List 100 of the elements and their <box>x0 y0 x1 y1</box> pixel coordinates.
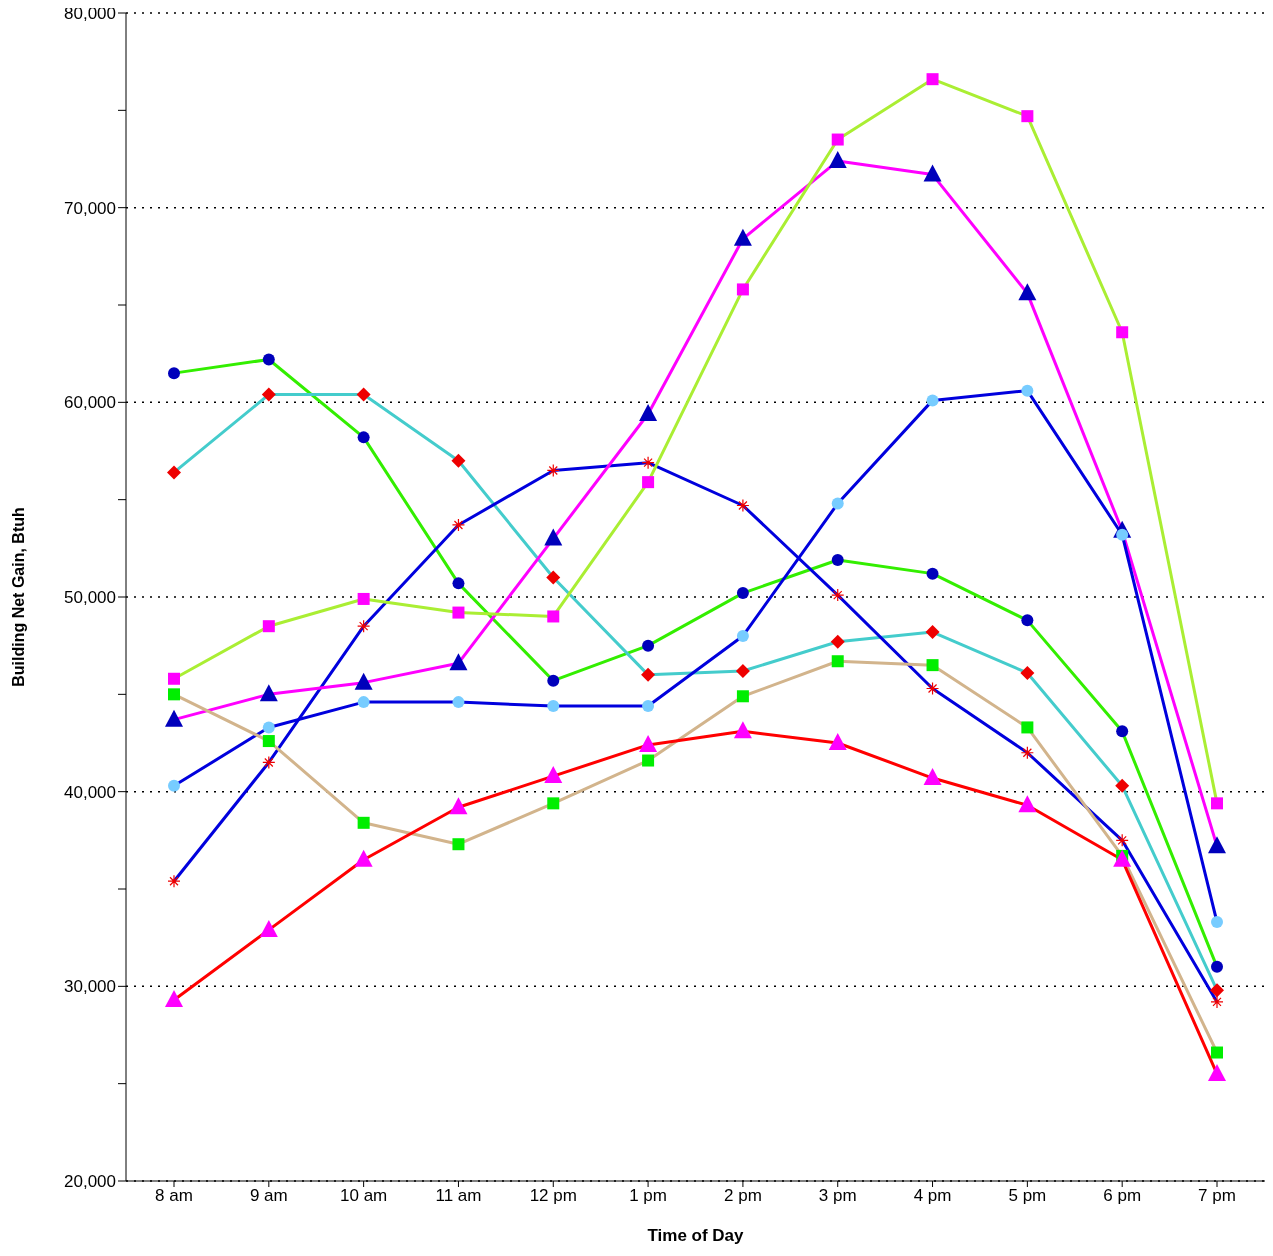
point <box>168 688 180 701</box>
point <box>547 700 560 713</box>
point <box>1116 326 1129 339</box>
point <box>261 387 276 402</box>
point <box>926 394 939 407</box>
x-tick-label: 9 am <box>249 1186 288 1206</box>
point <box>452 838 465 851</box>
y-tick-label: 60,000 <box>64 393 116 413</box>
point <box>1020 665 1035 680</box>
point <box>1211 1046 1223 1059</box>
point <box>735 663 750 678</box>
point <box>451 453 466 468</box>
point <box>639 734 658 752</box>
y-axis-title: Building Net Gain, Btuh <box>9 507 27 687</box>
point <box>736 587 749 600</box>
point <box>736 690 749 703</box>
point <box>547 674 560 687</box>
point <box>642 700 655 713</box>
point <box>357 696 370 709</box>
point <box>1208 836 1226 854</box>
point <box>828 733 847 750</box>
y-tick-label: 40,000 <box>64 782 116 802</box>
point <box>1210 983 1224 998</box>
point <box>639 404 658 422</box>
point <box>642 754 655 767</box>
point <box>262 721 275 734</box>
point <box>357 619 371 633</box>
point <box>1115 778 1130 793</box>
x-tick-label: 8 am <box>155 1186 193 1206</box>
point <box>736 498 750 513</box>
point <box>831 497 844 510</box>
x-tick-label: 2 pm <box>724 1186 762 1206</box>
point <box>354 672 373 690</box>
point <box>547 610 560 623</box>
point <box>923 768 942 786</box>
point <box>641 456 655 470</box>
y-tick-label: 50,000 <box>64 588 116 608</box>
y-tick-label: 70,000 <box>64 198 116 218</box>
point <box>1208 1063 1226 1081</box>
point <box>449 797 468 815</box>
x-tick-label: 5 pm <box>1008 1186 1047 1206</box>
point <box>1211 960 1223 973</box>
point <box>1020 746 1034 760</box>
point <box>262 735 275 748</box>
x-tick-label: 4 pm <box>913 1186 952 1206</box>
point <box>1210 995 1224 1009</box>
point <box>1115 833 1129 847</box>
point <box>167 465 181 480</box>
point <box>926 659 939 672</box>
point <box>259 684 278 702</box>
point <box>168 672 180 685</box>
point <box>1116 725 1129 738</box>
x-tick-label: 12 pm <box>529 1186 577 1206</box>
point <box>168 367 180 380</box>
point <box>452 577 465 590</box>
point <box>168 779 180 792</box>
point <box>642 639 655 652</box>
x-tick-label: 6 pm <box>1103 1186 1142 1206</box>
x-tick-label: 11 am <box>435 1186 482 1206</box>
point <box>544 766 563 784</box>
point <box>546 570 561 585</box>
point <box>259 919 278 937</box>
point <box>357 816 370 829</box>
point <box>354 849 373 867</box>
point <box>544 528 563 546</box>
point <box>262 620 275 633</box>
point <box>736 629 749 642</box>
point <box>452 696 465 709</box>
point <box>926 567 939 580</box>
x-tick-label: 7 pm <box>1198 1186 1236 1206</box>
point <box>546 463 560 478</box>
point <box>451 518 466 532</box>
point <box>831 133 844 146</box>
point <box>165 709 183 727</box>
x-tick-label: 1 pm <box>629 1186 667 1206</box>
point <box>926 73 939 86</box>
point <box>1021 110 1034 123</box>
point <box>831 554 844 567</box>
point <box>733 721 752 739</box>
point <box>1021 721 1034 734</box>
y-tick-label: 30,000 <box>64 977 116 997</box>
x-tick-label: 3 pm <box>818 1186 857 1206</box>
point <box>1021 384 1034 397</box>
point <box>357 431 370 444</box>
x-axis-title: Time of Day <box>647 1226 745 1245</box>
point <box>262 353 275 366</box>
point <box>1018 283 1037 301</box>
point <box>736 283 749 296</box>
point <box>165 989 183 1007</box>
point <box>1211 797 1223 810</box>
point <box>1113 849 1132 867</box>
point <box>925 681 940 696</box>
point <box>1018 795 1037 813</box>
point <box>1211 916 1223 929</box>
point <box>357 592 370 605</box>
point <box>262 755 276 770</box>
point <box>449 653 468 671</box>
point <box>1021 614 1034 627</box>
y-tick-label: 80,000 <box>64 4 116 24</box>
point <box>642 476 655 489</box>
